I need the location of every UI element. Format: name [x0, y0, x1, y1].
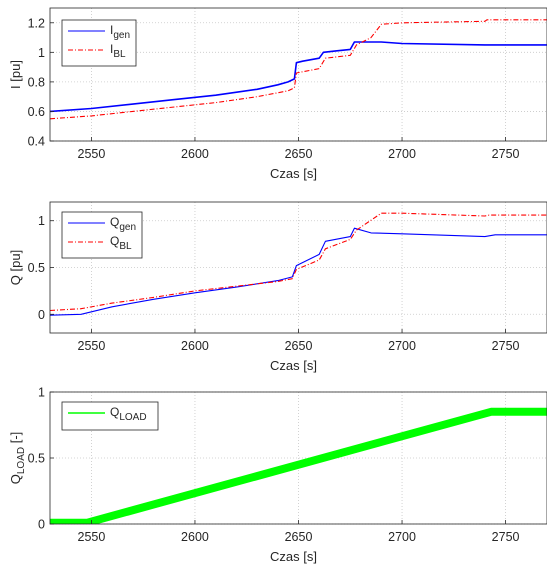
y-tick-label: 0.5: [28, 261, 45, 275]
y-tick-label: 1: [38, 46, 45, 60]
x-tick-label: 2750: [492, 339, 520, 353]
x-tick-label: 2650: [285, 339, 313, 353]
legend-box: [61, 401, 159, 431]
plot-2: 2550 2600 2650 2700 2750 0 0.5 1 Czas [s] Q [pu] Q…: [8, 201, 547, 373]
series-group: [50, 19, 547, 120]
x-tick-label: 2550: [78, 147, 106, 161]
x-tick-label: 2700: [388, 339, 416, 353]
x-axis-label: Czas [s]: [270, 549, 317, 564]
series-group: [50, 212, 547, 316]
legend-label-load: QLOAD: [110, 405, 147, 423]
x-tick-label: 2700: [388, 530, 416, 544]
y-tick-label: 1: [38, 214, 45, 228]
legend-label-gen: Qgen: [110, 215, 136, 233]
y-axis-label: QLOAD [-]: [8, 432, 27, 485]
x-tick-label: 2650: [285, 147, 313, 161]
series-group: [50, 407, 547, 524]
x-tick-label: 2750: [492, 530, 520, 544]
x-tick-label: 2600: [181, 147, 209, 161]
y-tick-label: 0: [38, 308, 45, 322]
plot-1: 2550 2600 2650 2700 2750 0.4 0.6 0.8 1 1.2 Czas [s…: [8, 7, 547, 181]
y-tick-label: 1: [38, 386, 45, 400]
legend-box: [61, 211, 143, 259]
x-tick-label: 2750: [492, 147, 520, 161]
y-axis-label: I [pu]: [8, 60, 23, 89]
y-tick-label: 1.2: [28, 16, 45, 30]
y-tick-label: 0.8: [28, 75, 45, 89]
x-tick-label: 2700: [388, 147, 416, 161]
x-tick-label: 2550: [78, 339, 106, 353]
y-tick-label: 0: [38, 518, 45, 532]
legend-label-gen: Igen: [110, 23, 130, 41]
x-axis-label: Czas [s]: [270, 166, 317, 181]
series-line-load: [50, 407, 547, 524]
series-line-gen: [50, 227, 547, 316]
legend-box: [61, 19, 137, 67]
series-line-bl: [50, 19, 547, 120]
legend: QLOAD: [61, 401, 159, 431]
y-tick-label: 0.5: [28, 452, 45, 466]
x-axis-label: Czas [s]: [270, 358, 317, 373]
legend-label-bl: QBL: [110, 234, 132, 252]
series-line-gen: [50, 41, 547, 113]
x-tick-label: 2550: [78, 530, 106, 544]
y-tick-label: 0.4: [28, 135, 45, 149]
plot-3: 2550 2600 2650 2700 2750 0 0.5 1 Czas [s] QLOAD […: [8, 386, 547, 564]
legend-label-bl: IBL: [110, 42, 126, 60]
x-tick-label: 2600: [181, 530, 209, 544]
x-tick-label: 2650: [285, 530, 313, 544]
y-axis-label: Q [pu]: [8, 250, 23, 285]
y-tick-label: 0.6: [28, 105, 45, 119]
x-tick-label: 2600: [181, 339, 209, 353]
series-line-bl: [50, 212, 547, 312]
